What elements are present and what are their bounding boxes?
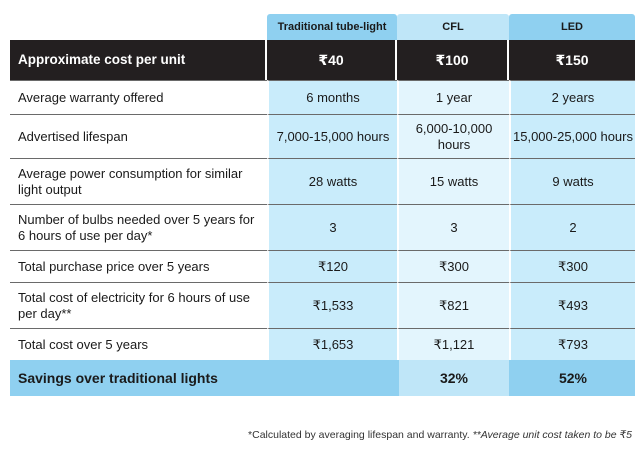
row-label: Advertised lifespan <box>10 114 267 158</box>
cell-led: 15,000-25,000 hours <box>509 114 635 158</box>
table-row: Average power consumption for similar li… <box>10 158 635 204</box>
cell-led: ₹793 <box>509 328 635 360</box>
cell-cfl: 3 <box>397 204 509 250</box>
cost-per-unit-row: Approximate cost per unit ₹40 ₹100 ₹150 <box>10 40 635 80</box>
header-led: LED <box>509 14 635 40</box>
table-row: Total cost over 5 years ₹1,653 ₹1,121 ₹7… <box>10 328 635 360</box>
cell-traditional: 6 months <box>267 80 397 114</box>
cell-led: 9 watts <box>509 158 635 204</box>
table-row: Total purchase price over 5 years ₹120 ₹… <box>10 250 635 282</box>
cell-cfl: 32% <box>397 360 509 396</box>
column-header-row: Traditional tube-light CFL LED <box>10 14 635 40</box>
table-row: Total cost of electricity for 6 hours of… <box>10 282 635 328</box>
cell-led: 2 years <box>509 80 635 114</box>
row-label: Average warranty offered <box>10 80 267 114</box>
row-label: Number of bulbs needed over 5 years for … <box>10 204 267 250</box>
row-label: Total cost over 5 years <box>10 328 267 360</box>
table-row: Number of bulbs needed over 5 years for … <box>10 204 635 250</box>
row-label: Approximate cost per unit <box>10 40 267 80</box>
footnote-lifespan: *Calculated by averaging lifespan and wa… <box>248 429 470 441</box>
comparison-table-container: Traditional tube-light CFL LED Approxima… <box>10 14 635 396</box>
table-row: Average warranty offered 6 months 1 year… <box>10 80 635 114</box>
savings-row: Savings over traditional lights 32% 52% <box>10 360 635 396</box>
row-label: Average power consumption for similar li… <box>10 158 267 204</box>
cell-cfl: ₹821 <box>397 282 509 328</box>
row-label: Total purchase price over 5 years <box>10 250 267 282</box>
footnote: *Calculated by averaging lifespan and wa… <box>248 429 632 441</box>
cell-traditional: 28 watts <box>267 158 397 204</box>
cell-traditional: ₹1,533 <box>267 282 397 328</box>
cell-led: 52% <box>509 360 635 396</box>
cell-traditional: ₹1,653 <box>267 328 397 360</box>
header-traditional-tube-light: Traditional tube-light <box>267 14 397 40</box>
cell-led: ₹493 <box>509 282 635 328</box>
cell-cfl: ₹1,121 <box>397 328 509 360</box>
cell-traditional <box>267 360 397 396</box>
cell-traditional: ₹40 <box>267 40 397 80</box>
footnote-unit-cost: **Average unit cost taken to be ₹5 <box>472 429 632 441</box>
cell-traditional: 7,000-15,000 hours <box>267 114 397 158</box>
cell-traditional: 3 <box>267 204 397 250</box>
cell-cfl: 15 watts <box>397 158 509 204</box>
row-label: Savings over traditional lights <box>10 360 267 396</box>
cell-led: 2 <box>509 204 635 250</box>
cell-cfl: ₹300 <box>397 250 509 282</box>
cell-traditional: ₹120 <box>267 250 397 282</box>
lighting-cost-comparison-table: Traditional tube-light CFL LED Approxima… <box>10 14 635 396</box>
cell-cfl: 6,000-10,000 hours <box>397 114 509 158</box>
table-row: Advertised lifespan 7,000-15,000 hours 6… <box>10 114 635 158</box>
cell-led: ₹150 <box>509 40 635 80</box>
cell-cfl: 1 year <box>397 80 509 114</box>
header-cfl: CFL <box>397 14 509 40</box>
corner-blank <box>10 14 267 40</box>
cell-led: ₹300 <box>509 250 635 282</box>
row-label: Total cost of electricity for 6 hours of… <box>10 282 267 328</box>
cell-cfl: ₹100 <box>397 40 509 80</box>
